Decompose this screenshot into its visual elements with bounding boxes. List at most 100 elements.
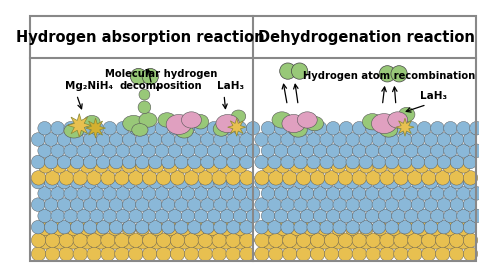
Circle shape bbox=[276, 221, 290, 235]
Circle shape bbox=[96, 175, 110, 189]
Circle shape bbox=[463, 171, 477, 185]
Circle shape bbox=[188, 155, 201, 169]
Circle shape bbox=[110, 133, 123, 146]
Circle shape bbox=[170, 233, 185, 248]
Circle shape bbox=[282, 171, 297, 185]
Circle shape bbox=[84, 220, 97, 234]
Circle shape bbox=[338, 171, 352, 185]
Circle shape bbox=[188, 175, 201, 189]
Circle shape bbox=[290, 221, 304, 235]
Circle shape bbox=[170, 247, 185, 261]
Ellipse shape bbox=[138, 101, 151, 114]
Circle shape bbox=[296, 233, 311, 248]
Circle shape bbox=[404, 121, 418, 135]
Circle shape bbox=[385, 155, 398, 169]
Circle shape bbox=[373, 159, 388, 173]
Circle shape bbox=[268, 198, 281, 211]
Circle shape bbox=[400, 235, 415, 249]
Circle shape bbox=[352, 209, 366, 223]
Circle shape bbox=[366, 187, 379, 200]
Circle shape bbox=[110, 155, 123, 169]
Circle shape bbox=[52, 159, 66, 173]
Circle shape bbox=[372, 198, 386, 211]
Circle shape bbox=[162, 155, 175, 169]
Circle shape bbox=[234, 187, 247, 200]
Circle shape bbox=[414, 159, 429, 173]
Circle shape bbox=[164, 221, 178, 235]
Circle shape bbox=[387, 221, 402, 235]
Circle shape bbox=[136, 220, 149, 234]
Circle shape bbox=[90, 121, 104, 135]
Circle shape bbox=[181, 187, 194, 200]
Circle shape bbox=[414, 221, 429, 235]
Circle shape bbox=[58, 198, 71, 211]
Circle shape bbox=[394, 247, 408, 261]
Circle shape bbox=[340, 209, 353, 223]
Circle shape bbox=[418, 144, 431, 158]
Text: Hydrogen atom recombination: Hydrogen atom recombination bbox=[302, 71, 475, 81]
Circle shape bbox=[70, 220, 84, 234]
Circle shape bbox=[255, 233, 270, 248]
Circle shape bbox=[240, 198, 254, 211]
Circle shape bbox=[226, 247, 240, 261]
Ellipse shape bbox=[380, 123, 398, 137]
Circle shape bbox=[288, 187, 301, 200]
Circle shape bbox=[310, 247, 325, 261]
Circle shape bbox=[45, 171, 60, 185]
Circle shape bbox=[38, 209, 52, 223]
Circle shape bbox=[136, 133, 149, 146]
Circle shape bbox=[366, 144, 379, 158]
Circle shape bbox=[255, 171, 270, 185]
Circle shape bbox=[430, 144, 444, 158]
Circle shape bbox=[300, 144, 314, 158]
Circle shape bbox=[380, 171, 394, 185]
Circle shape bbox=[177, 221, 192, 235]
Circle shape bbox=[128, 247, 143, 261]
Circle shape bbox=[346, 155, 360, 169]
Ellipse shape bbox=[282, 114, 306, 133]
Circle shape bbox=[296, 247, 311, 261]
Polygon shape bbox=[228, 118, 246, 136]
Circle shape bbox=[148, 133, 162, 146]
Circle shape bbox=[444, 187, 458, 200]
Circle shape bbox=[87, 171, 102, 185]
Circle shape bbox=[246, 121, 260, 135]
Circle shape bbox=[392, 121, 405, 135]
Circle shape bbox=[268, 220, 281, 234]
Circle shape bbox=[116, 121, 130, 135]
Circle shape bbox=[77, 209, 90, 223]
Circle shape bbox=[246, 209, 260, 223]
Circle shape bbox=[262, 221, 276, 235]
Circle shape bbox=[168, 209, 181, 223]
Circle shape bbox=[212, 171, 226, 185]
Circle shape bbox=[226, 175, 240, 189]
Circle shape bbox=[94, 221, 108, 235]
Circle shape bbox=[174, 155, 188, 169]
Ellipse shape bbox=[298, 112, 317, 128]
Circle shape bbox=[387, 235, 402, 249]
Ellipse shape bbox=[84, 116, 100, 128]
Circle shape bbox=[128, 171, 143, 185]
Circle shape bbox=[268, 171, 283, 185]
Circle shape bbox=[411, 155, 424, 169]
Circle shape bbox=[155, 187, 168, 200]
Circle shape bbox=[174, 133, 188, 146]
Circle shape bbox=[177, 235, 192, 249]
Circle shape bbox=[87, 247, 102, 261]
Ellipse shape bbox=[175, 124, 194, 138]
Circle shape bbox=[226, 198, 240, 211]
Circle shape bbox=[246, 144, 260, 158]
Circle shape bbox=[207, 144, 221, 158]
Circle shape bbox=[422, 171, 436, 185]
Circle shape bbox=[281, 220, 294, 234]
Circle shape bbox=[450, 247, 464, 261]
Circle shape bbox=[52, 235, 66, 249]
Circle shape bbox=[38, 221, 53, 235]
Circle shape bbox=[307, 220, 320, 234]
Circle shape bbox=[103, 209, 117, 223]
Circle shape bbox=[378, 121, 392, 135]
Circle shape bbox=[442, 159, 457, 173]
Polygon shape bbox=[86, 118, 105, 138]
Circle shape bbox=[219, 235, 234, 249]
Circle shape bbox=[181, 121, 194, 135]
